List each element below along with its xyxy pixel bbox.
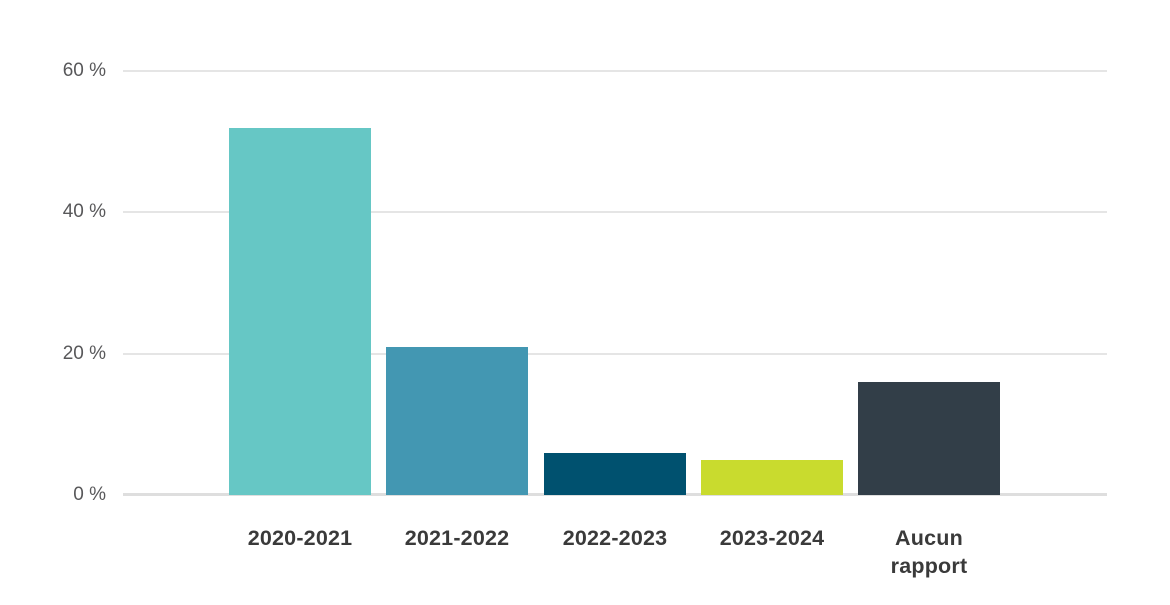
plot-area	[123, 70, 1107, 496]
x-category-label-aucun-rapport: Aucun rapport	[890, 526, 968, 578]
gridline-20	[123, 352, 1107, 355]
y-tick-label-40: 40 %	[62, 201, 106, 223]
bar-2023-2024	[701, 460, 843, 495]
y-tick-label-60: 60 %	[62, 60, 106, 81]
gridline-40	[123, 211, 1107, 214]
x-category-label-2020-2021: 2020-2021	[247, 526, 353, 550]
gridline-60	[123, 70, 1107, 72]
bar-2022-2023	[544, 453, 686, 495]
x-category-label-2021-2022: 2021-2022	[404, 526, 510, 550]
x-category-label-2023-2024: 2023-2024	[719, 526, 825, 550]
bar-2020-2021	[229, 128, 371, 495]
y-tick-label-20: 20 %	[62, 342, 106, 364]
bar-aucun-rapport	[858, 382, 1000, 495]
x-category-label-2022-2023: 2022-2023	[562, 526, 668, 550]
y-tick-label-0: 0 %	[73, 484, 106, 505]
bar-2021-2022	[386, 347, 528, 495]
